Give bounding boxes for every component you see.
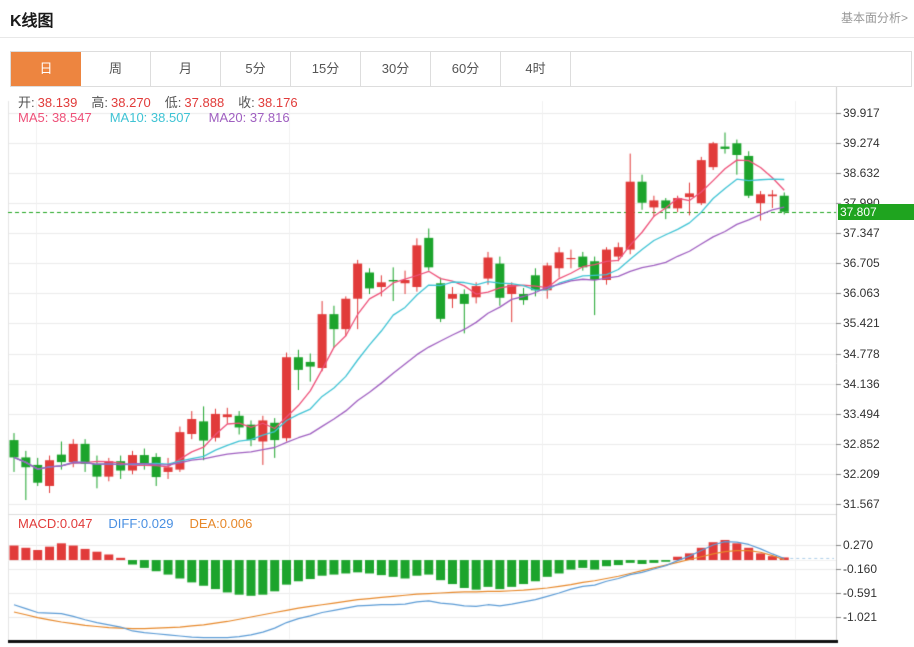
ma10-legend: MA10: 38.507	[109, 110, 191, 125]
y-axis-label: 39.274	[843, 136, 880, 151]
y-axis-label: 39.917	[843, 106, 880, 120]
y-axis-label: 32.209	[843, 466, 880, 481]
fundamental-analysis-link[interactable]: 基本面分析>	[840, 11, 908, 25]
dea-value-legend: DEA:0.006	[189, 516, 253, 531]
y-axis-label: 36.063	[843, 286, 880, 301]
header: K线图 基本面分析>	[0, 0, 914, 38]
y-axis-label: 0.270	[843, 538, 874, 552]
tab-5min[interactable]: 5分	[221, 52, 291, 86]
tab-60min[interactable]: 60分	[431, 52, 501, 86]
ma5-legend: MA5: 38.547	[18, 110, 92, 125]
close-value: 38.176	[257, 95, 298, 110]
low-label: 低:	[164, 95, 182, 110]
y-axis-label: 37.347	[843, 226, 880, 241]
close-label: 收:	[238, 95, 255, 110]
high-value: 38.270	[111, 95, 151, 110]
tab-15min[interactable]: 15分	[291, 52, 361, 86]
y-axis-label: 34.136	[843, 376, 880, 391]
y-axis-label: 36.705	[843, 256, 880, 271]
high-label: 高:	[91, 95, 109, 110]
kline-chart: 开: 38.139 高: 38.270 低: 37.888 收: 38.176 MA5: 38…	[0, 87, 914, 646]
tab-4hour[interactable]: 4时	[501, 52, 571, 86]
interval-tabs: 日周月 5分 15分 30分 60分 4时	[10, 51, 912, 87]
tab-30min[interactable]: 30分	[361, 52, 431, 86]
y-axis-label: -0.160	[843, 562, 878, 576]
y-axis-label: 34.778	[843, 346, 880, 361]
last-price-tag: 37.807	[838, 203, 914, 220]
tab-week[interactable]: 周	[81, 52, 151, 86]
tab-day[interactable]: 日	[11, 52, 81, 86]
open-value: 38.139	[37, 95, 78, 110]
y-axis-label: -1.021	[843, 610, 878, 625]
y-axis-label: 31.567	[843, 496, 880, 511]
y-axis-label: 38.632	[843, 166, 880, 181]
macd-value-legend: MACD:0.047	[18, 516, 93, 531]
y-axis-label: 35.421	[843, 316, 880, 331]
tab-month[interactable]: 月	[151, 52, 221, 86]
tab-bar-filler	[571, 52, 911, 86]
low-value: 37.888	[184, 95, 225, 110]
kline-chart-canvas[interactable]	[0, 87, 914, 646]
ohlc-legend: 开: 38.139 高: 38.270 低: 37.888 收: 38.176	[18, 92, 312, 111]
ma20-legend: MA20: 37.816	[208, 110, 290, 125]
page-title: K线图	[10, 13, 54, 30]
y-axis-label: 33.494	[843, 406, 880, 421]
diff-value-legend: DIFF:0.029	[108, 516, 174, 531]
y-axis-label: -0.591	[843, 586, 878, 601]
ma-legend: MA5: 38.547 MA10: 38.507 MA20: 37.816	[18, 110, 308, 125]
y-axis-label: 32.852	[843, 436, 880, 451]
macd-legend: MACD:0.047 DIFF:0.029 DEA:0.006	[18, 516, 268, 531]
open-label: 开:	[18, 95, 35, 110]
